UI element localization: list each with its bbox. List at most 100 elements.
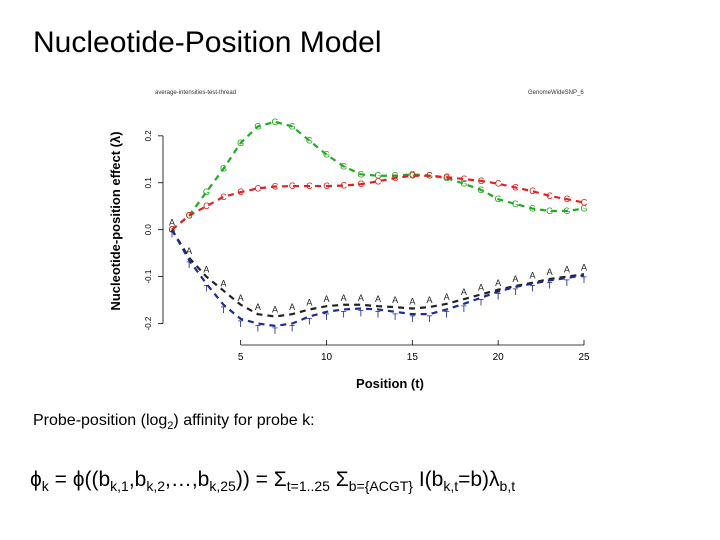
data-point-a: A [409, 297, 415, 307]
data-point-a: A [272, 305, 278, 315]
data-point-a: A [547, 267, 553, 277]
data-point-c: C [272, 182, 279, 192]
data-point-a: A [375, 294, 381, 304]
x-tick-label: 20 [493, 352, 505, 363]
data-point-t: T [478, 298, 484, 308]
data-point-a: A [186, 246, 192, 256]
y-tick-label: 0.2 [144, 130, 153, 142]
formula-text: )) = Σ [235, 468, 287, 491]
data-point-g: G [237, 138, 244, 148]
data-point-t: T [341, 309, 347, 319]
data-point-c: C [546, 191, 553, 201]
formula-subscript: b,t [499, 478, 516, 495]
data-point-g: G [254, 121, 261, 131]
data-point-c: C [323, 181, 330, 191]
data-point-t: T [427, 314, 433, 324]
data-point-t: T [204, 284, 210, 294]
slide-title: Nucleotide-Position Model [33, 26, 382, 59]
data-point-g: G [529, 204, 536, 214]
data-point-t: T [513, 287, 519, 297]
data-point-c: C [512, 182, 519, 192]
data-point-a: A [529, 271, 535, 281]
data-point-c: C [461, 174, 468, 184]
data-point-c: C [186, 211, 193, 221]
formula-text: ,…,b [165, 468, 210, 491]
x-tick-label: 25 [578, 352, 590, 363]
data-point-c: C [564, 194, 571, 204]
data-point-g: G [340, 161, 347, 171]
data-point-a: A [255, 302, 261, 312]
data-point-c: C [375, 176, 382, 186]
y-tick-label: -0.2 [144, 316, 153, 330]
data-point-t: T [410, 314, 416, 324]
formula-text: ϕ [30, 468, 42, 491]
formula-subscript: k [41, 478, 49, 495]
data-point-c: C [255, 183, 262, 193]
data-point-a: A [323, 294, 329, 304]
formula-text: = ϕ((b [48, 468, 111, 491]
data-point-a: A [169, 218, 175, 228]
series-line-g [171, 120, 585, 231]
data-point-a: A [478, 282, 484, 292]
data-point-g: G [580, 204, 587, 214]
formula-text: ,b [128, 468, 147, 491]
x-tick-label: 15 [407, 352, 419, 363]
data-point-g: G [220, 164, 227, 174]
y-tick-label: -0.1 [144, 269, 153, 283]
data-point-a: A [220, 279, 226, 289]
data-point-g: G [409, 169, 416, 179]
data-point-t: T [289, 324, 295, 334]
data-point-t: T [169, 230, 175, 240]
affinity-formula: ϕk = ϕ((bk,1,bk,2,…,bk,25)) = Σt=1..25 Σ… [30, 468, 515, 494]
data-point-a: A [358, 293, 364, 303]
data-point-c: C [581, 197, 588, 207]
data-point-a: A [426, 295, 432, 305]
y-axis-label: Nucleotide-position effect (λ) [108, 131, 123, 310]
data-point-t: T [255, 324, 261, 334]
data-point-t: T [581, 275, 587, 285]
data-point-t: T [564, 278, 570, 288]
data-point-t: T [495, 292, 501, 302]
data-point-g: G [271, 117, 278, 127]
data-point-g: G [306, 136, 313, 146]
data-point-t: T [324, 312, 330, 322]
chart-axes: -0.2 -0.1 0.0 0.1 0.2 5 10 15 20 25 [144, 130, 590, 363]
caption-suffix: ) affinity for probe k: [173, 412, 315, 429]
formula-subscript: t=1..25 [286, 478, 330, 495]
caption: Probe-position (log2) affinity for probe… [33, 412, 315, 432]
data-point-g: G [357, 169, 364, 179]
x-tick-label: 10 [321, 352, 333, 363]
data-point-g: G [563, 206, 570, 216]
data-point-c: C [306, 181, 313, 191]
data-point-c: C [495, 179, 502, 189]
data-point-c: C [478, 176, 485, 186]
data-point-a: A [392, 295, 398, 305]
data-point-g: G [392, 171, 399, 181]
data-point-a: A [461, 287, 467, 297]
data-point-c: C [203, 201, 210, 211]
formula-subscript: k,2 [146, 478, 166, 495]
series-line-c [171, 174, 585, 231]
formula-text: I(b [412, 468, 444, 491]
data-point-g: G [323, 150, 330, 160]
data-point-t: T [375, 309, 381, 319]
data-point-t: T [461, 304, 467, 314]
data-point-t: T [358, 309, 364, 319]
data-point-g: G [203, 187, 210, 197]
series-line-a [171, 229, 585, 318]
x-tick-label: 5 [238, 352, 244, 363]
data-point-c: C [289, 181, 296, 191]
data-point-t: T [307, 317, 313, 327]
data-point-c: C [340, 181, 347, 191]
data-point-a: A [444, 292, 450, 302]
caption-subscript: 2 [167, 420, 174, 433]
data-point-t: T [221, 305, 227, 315]
data-point-a: A [289, 302, 295, 312]
formula-subscript: b={ACGT} [348, 478, 413, 495]
formula-text: =b)λ [458, 468, 500, 491]
data-point-c: C [443, 172, 450, 182]
data-point-a: A [306, 297, 312, 307]
data-point-c: C [220, 192, 227, 202]
series-line-t [171, 229, 585, 327]
